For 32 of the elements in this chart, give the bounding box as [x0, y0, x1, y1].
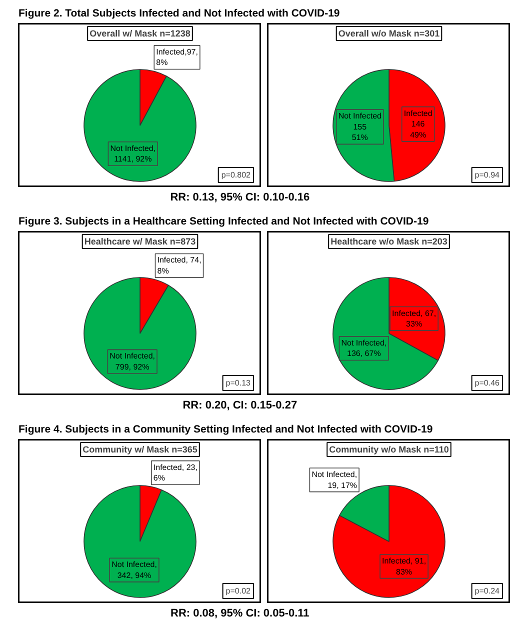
text: RR: 0.13, 95% CI: 0.10-0.16: [170, 192, 310, 204]
slice-label: Not Infected: [338, 112, 382, 121]
text: p=0.94: [474, 170, 500, 180]
text: RR: 0.08, 95% CI: 0.05-0.11: [170, 608, 310, 620]
chart-title: Healthcare w/o Mask n=203: [330, 236, 448, 246]
data-label: 155 51%: [352, 122, 368, 142]
slice-label: Infected, 67, 33%: [392, 308, 436, 329]
text: p=0.02: [226, 586, 252, 596]
slice-label: Infected, 23, 6%: [153, 462, 198, 483]
text: p=0.13: [226, 378, 252, 388]
data-label: 146 49%: [410, 120, 426, 140]
slice-label: Infected: [404, 108, 432, 118]
slice-label: Not Infected, 799, 92%: [110, 352, 156, 372]
slice-label: Infected, 74, 8%: [157, 256, 202, 276]
text: Figure 2. Total Subjects Infected and Not Infected with COVID-19: [18, 8, 340, 20]
chart-title: Healthcare w/ Mask n=873: [84, 236, 196, 246]
slice-label: Infected,97, 8%: [156, 47, 198, 68]
text: RR: 0.20, CI: 0.15-0.27: [182, 400, 298, 412]
chart-title: Overall w/o Mask n=301: [338, 28, 440, 38]
slice-label: Infected, 91, 83%: [382, 556, 426, 576]
slice-label: Not Infected, 19, 17%: [312, 470, 358, 490]
text: p=0.24: [474, 586, 500, 596]
chart-title: Community w/o Mask n=110: [329, 444, 449, 454]
slice-label: Not Infected, 1141, 92%: [110, 144, 156, 164]
text: p=0.802: [221, 170, 252, 180]
chart-title: Overall w/ Mask n=1238: [90, 28, 190, 38]
text: Figure 3. Subjects in a Healthcare Setting Infected and Not Infected with COVID-19: [18, 216, 429, 228]
text: p=0.46: [474, 378, 500, 388]
chart-title: Community w/ Mask n=365: [82, 444, 198, 454]
slice-label: Not Infected, 136, 67%: [341, 338, 387, 358]
text: Figure 4. Subjects in a Community Setting Infected and Not Infected with COVID-19: [18, 424, 433, 436]
slice-label: Not Infected, 342, 94%: [112, 560, 157, 580]
